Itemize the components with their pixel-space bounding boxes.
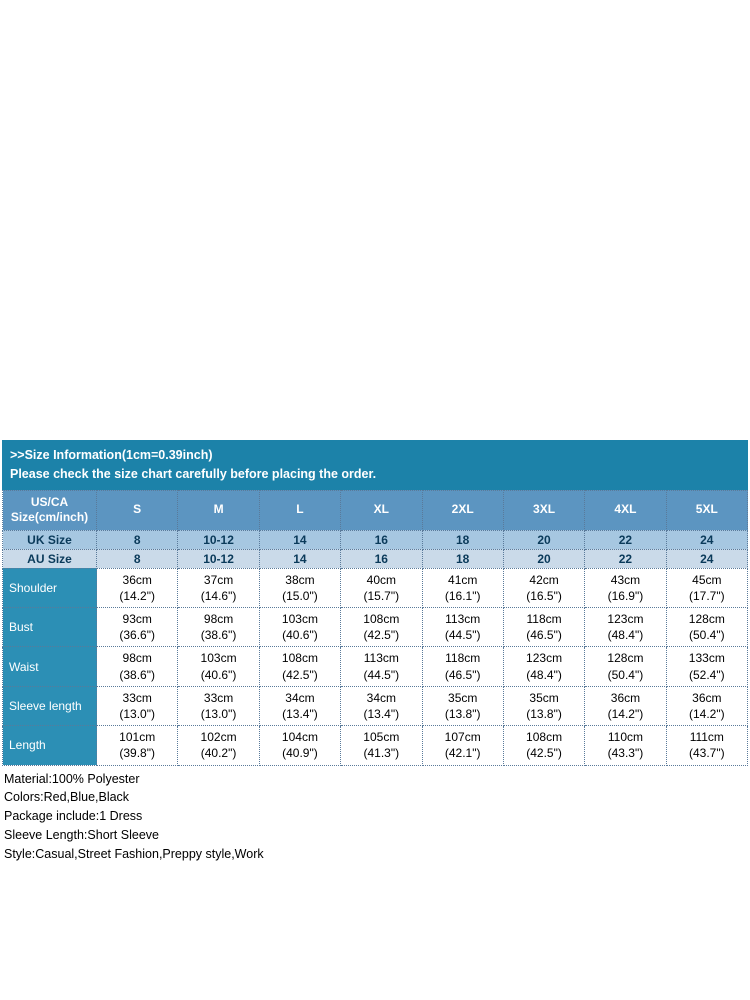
au-cell: 18 (422, 549, 503, 568)
size-cell: 2XL (422, 490, 503, 530)
measurement-cell: 93cm(36.6") (97, 608, 178, 647)
info-line: Colors:Red,Blue,Black (4, 788, 746, 807)
uk-cell: 16 (341, 530, 422, 549)
measurement-cell: 111cm(43.7") (666, 726, 747, 765)
measurement-cell: 98cm(38.6") (178, 608, 259, 647)
info-line: Sleeve Length:Short Sleeve (4, 826, 746, 845)
measurement-cell: 43cm(16.9") (585, 568, 666, 607)
measurement-cell: 33cm(13.0") (97, 686, 178, 725)
product-info: Material:100% Polyester Colors:Red,Blue,… (2, 766, 748, 864)
measurement-label: Waist (3, 647, 97, 686)
measurement-cell: 107cm(42.1") (422, 726, 503, 765)
measurement-cell: 101cm(39.8") (97, 726, 178, 765)
measurement-cell: 123cm(48.4") (503, 647, 584, 686)
measurement-label: Sleeve length (3, 686, 97, 725)
measurement-cell: 102cm(40.2") (178, 726, 259, 765)
header-line1: >>Size Information(1cm=0.39inch) (10, 446, 740, 465)
size-cell: S (97, 490, 178, 530)
row-uk: UK Size 8 10-12 14 16 18 20 22 24 (3, 530, 748, 549)
header-line2: Please check the size chart carefully be… (10, 465, 740, 484)
table-row: Waist98cm(38.6")103cm(40.6")108cm(42.5")… (3, 647, 748, 686)
label-usca: US/CA Size(cm/inch) (3, 490, 97, 530)
uk-cell: 24 (666, 530, 747, 549)
measurement-cell: 113cm(44.5") (341, 647, 422, 686)
measurement-cell: 36cm(14.2") (585, 686, 666, 725)
size-cell: 4XL (585, 490, 666, 530)
size-cell: XL (341, 490, 422, 530)
measurement-cell: 98cm(38.6") (97, 647, 178, 686)
info-line: Package include:1 Dress (4, 807, 746, 826)
table-row: Sleeve length33cm(13.0")33cm(13.0")34cm(… (3, 686, 748, 725)
measurement-cell: 108cm(42.5") (341, 608, 422, 647)
row-usca: US/CA Size(cm/inch) S M L XL 2XL 3XL 4XL… (3, 490, 748, 530)
au-cell: 8 (97, 549, 178, 568)
measurement-label: Length (3, 726, 97, 765)
table-row: Bust93cm(36.6")98cm(38.6")103cm(40.6")10… (3, 608, 748, 647)
table-row: Shoulder36cm(14.2")37cm(14.6")38cm(15.0"… (3, 568, 748, 607)
measurement-cell: 33cm(13.0") (178, 686, 259, 725)
measurement-cell: 41cm(16.1") (422, 568, 503, 607)
measurement-cell: 113cm(44.5") (422, 608, 503, 647)
measurement-cell: 105cm(41.3") (341, 726, 422, 765)
measurement-cell: 108cm(42.5") (259, 647, 340, 686)
info-line: Material:100% Polyester (4, 770, 746, 789)
au-cell: 10-12 (178, 549, 259, 568)
uk-cell: 8 (97, 530, 178, 549)
measurement-cell: 103cm(40.6") (259, 608, 340, 647)
measurement-cell: 35cm(13.8") (503, 686, 584, 725)
measurement-cell: 40cm(15.7") (341, 568, 422, 607)
measurement-cell: 118cm(46.5") (503, 608, 584, 647)
au-cell: 24 (666, 549, 747, 568)
measurement-cell: 36cm(14.2") (666, 686, 747, 725)
au-cell: 14 (259, 549, 340, 568)
uk-cell: 22 (585, 530, 666, 549)
info-line: Style:Casual,Street Fashion,Preppy style… (4, 845, 746, 864)
measurement-cell: 38cm(15.0") (259, 568, 340, 607)
measurement-cell: 42cm(16.5") (503, 568, 584, 607)
measurement-cell: 37cm(14.6") (178, 568, 259, 607)
uk-cell: 18 (422, 530, 503, 549)
label-uk: UK Size (3, 530, 97, 549)
uk-cell: 10-12 (178, 530, 259, 549)
measurement-cell: 108cm(42.5") (503, 726, 584, 765)
measurement-cell: 128cm(50.4") (666, 608, 747, 647)
size-table: US/CA Size(cm/inch) S M L XL 2XL 3XL 4XL… (2, 490, 748, 766)
measurement-cell: 123cm(48.4") (585, 608, 666, 647)
row-au: AU Size 8 10-12 14 16 18 20 22 24 (3, 549, 748, 568)
uk-cell: 14 (259, 530, 340, 549)
size-cell: M (178, 490, 259, 530)
label-au: AU Size (3, 549, 97, 568)
measurement-cell: 133cm(52.4") (666, 647, 747, 686)
uk-cell: 20 (503, 530, 584, 549)
measurement-cell: 36cm(14.2") (97, 568, 178, 607)
measurement-cell: 118cm(46.5") (422, 647, 503, 686)
measurement-cell: 103cm(40.6") (178, 647, 259, 686)
measurement-cell: 34cm(13.4") (259, 686, 340, 725)
measurement-label: Bust (3, 608, 97, 647)
size-chart: >>Size Information(1cm=0.39inch) Please … (2, 440, 748, 863)
au-cell: 16 (341, 549, 422, 568)
measurement-cell: 45cm(17.7") (666, 568, 747, 607)
au-cell: 20 (503, 549, 584, 568)
measurement-cell: 104cm(40.9") (259, 726, 340, 765)
size-cell: L (259, 490, 340, 530)
measurement-label: Shoulder (3, 568, 97, 607)
au-cell: 22 (585, 549, 666, 568)
measurement-cell: 34cm(13.4") (341, 686, 422, 725)
size-cell: 3XL (503, 490, 584, 530)
size-info-header: >>Size Information(1cm=0.39inch) Please … (2, 440, 748, 490)
measurement-cell: 128cm(50.4") (585, 647, 666, 686)
size-cell: 5XL (666, 490, 747, 530)
measurement-cell: 35cm(13.8") (422, 686, 503, 725)
measurement-cell: 110cm(43.3") (585, 726, 666, 765)
table-row: Length101cm(39.8")102cm(40.2")104cm(40.9… (3, 726, 748, 765)
